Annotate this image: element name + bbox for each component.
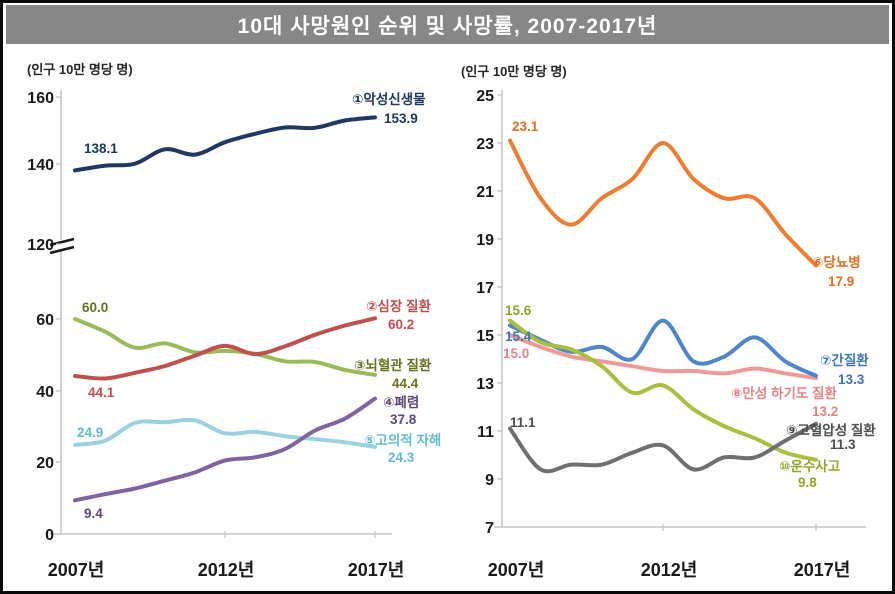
series-name-label: ⑦간질환	[820, 352, 869, 368]
chart-left: 160 140 120 60 40 20 0 2007년 2012년 2017년 138.1 ①악성신…	[27, 90, 441, 580]
y-tick-label: 11	[477, 424, 494, 441]
series-lines	[73, 115, 377, 503]
y-tick-label: 25	[476, 88, 494, 105]
series-end-value: 60.2	[388, 317, 414, 332]
series-lines	[508, 138, 818, 474]
series-name-label: ⑥당뇨병	[812, 254, 861, 270]
x-tick-label: 2017년	[794, 560, 851, 580]
series-end-value: 13.2	[812, 404, 838, 419]
series-line-rank-8	[508, 333, 818, 381]
y-tick-label: 160	[27, 90, 54, 107]
axis-break-mark	[49, 245, 75, 255]
axes: 160 140 120 60 40 20 0 2007년 2012년 2017년	[27, 90, 404, 580]
series-name-label: ⑤고의적 자해	[364, 432, 441, 448]
series-end-value: 11.3	[830, 437, 856, 452]
series-name-label: ⑧만성 하기도 질환	[731, 385, 837, 401]
y-tick-label: 15	[476, 328, 494, 345]
series-line-rank-4	[73, 396, 377, 503]
series-name-label: ②심장 질환	[366, 298, 431, 314]
y-tick-label: 20	[36, 455, 54, 472]
y-tick-label: 13	[476, 376, 494, 393]
series-line-rank-1	[73, 115, 377, 173]
x-tick-label: 2007년	[48, 560, 105, 580]
series-start-value: 15.4	[505, 329, 532, 344]
x-tick-label: 2007년	[488, 560, 545, 580]
y-tick-label: 17	[476, 280, 494, 297]
series-end-value: 13.3	[838, 372, 865, 387]
y-tick-label: 21	[476, 184, 494, 201]
chart-right: 25 23 21 19 17 15 13 11 9 7 2007년 2012년 2017년 23.1 ⑥당뇨…	[476, 88, 876, 580]
series-labels: 23.1 ⑥당뇨병 17.9 15.4 ⑦간질환 13.3 15.0 ⑧만성 하기도 질환 13…	[503, 119, 876, 490]
series-start-value: 9.4	[84, 506, 103, 521]
series-start-value: 60.0	[82, 300, 108, 315]
series-start-value: 44.1	[88, 385, 115, 400]
series-name-label: ⑨고혈압성 질환	[786, 422, 876, 438]
series-line-rank-2	[73, 316, 377, 381]
series-name-label: ①악성신생물	[352, 91, 426, 107]
y-tick-label: 60	[36, 312, 54, 329]
series-start-value: 24.9	[77, 425, 103, 440]
series-line-rank-3	[73, 317, 377, 377]
series-name-label: ⑩운수사고	[779, 459, 840, 474]
series-end-value: 24.3	[388, 450, 415, 465]
series-line-rank-10	[508, 318, 818, 462]
y-tick-label: 9	[485, 472, 494, 489]
y-tick-label: 19	[476, 232, 494, 249]
x-tick-label: 2017년	[348, 560, 405, 580]
series-end-value: 9.8	[798, 475, 817, 490]
right-axis-unit-label: (인구 10만 명당 명)	[461, 64, 567, 79]
chart-title-banner: 10대 사망원인 순위 및 사망률, 2007-2017년	[6, 5, 889, 44]
x-tick-label: 2012년	[641, 560, 698, 580]
y-tick-label: 0	[45, 527, 54, 544]
series-line-rank-5	[73, 417, 377, 449]
series-start-value: 11.1	[510, 415, 536, 430]
series-line-rank-7	[508, 318, 818, 378]
series-end-value: 37.8	[390, 412, 417, 427]
series-start-value: 23.1	[512, 119, 539, 134]
y-tick-label: 140	[27, 157, 54, 174]
series-labels: 138.1 ①악성신생물 153.9 44.1 ②심장 질환 60.2 60.0 ③뇌혈관 질…	[77, 91, 441, 521]
series-name-label: ④폐렴	[383, 395, 419, 410]
series-end-value: 153.9	[384, 111, 418, 126]
series-start-value: 138.1	[84, 141, 118, 156]
series-end-value: 17.9	[828, 274, 854, 289]
axis-break-mark	[49, 237, 75, 247]
series-name-label: ③뇌혈관 질환	[354, 357, 432, 373]
y-tick-label: 120	[27, 237, 54, 254]
y-tick-label: 40	[36, 384, 54, 401]
page-title: 10대 사망원인 순위 및 사망률, 2007-2017년	[237, 14, 658, 38]
left-axis-unit-label: (인구 10만 명당 명)	[27, 62, 133, 77]
series-line-rank-6	[508, 138, 818, 268]
x-tick-label: 2012년	[198, 560, 255, 580]
y-tick-label: 23	[476, 136, 494, 153]
series-start-value: 15.6	[505, 303, 532, 318]
axes: 25 23 21 19 17 15 13 11 9 7 2007년 2012년 2017년	[476, 88, 866, 580]
y-tick-label: 7	[485, 520, 494, 537]
series-end-value: 44.4	[392, 376, 419, 391]
series-start-value: 15.0	[503, 346, 529, 361]
series-line-rank-9	[508, 421, 818, 474]
